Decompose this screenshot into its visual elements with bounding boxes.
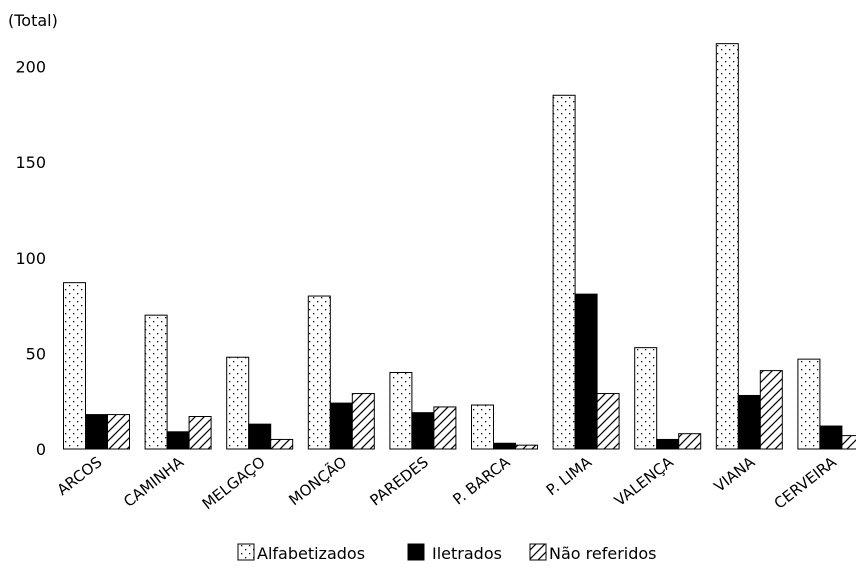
y-tick-label-50: 50 [26, 344, 46, 363]
x-tick-label-moncao: MONÇÃO [285, 452, 350, 509]
bar-paredes-alfabetizados [389, 372, 413, 450]
x-tick-label-arcos: ARCOS [54, 453, 106, 499]
bar-p-barca-iletrados [493, 442, 516, 450]
bar-arcos-alfabetizados [63, 282, 86, 450]
bar-caminha-alfabetizados [144, 314, 168, 450]
bar-arcos-iletrados [85, 414, 108, 450]
legend-swatch-iletrados [407, 543, 425, 561]
bar-p-barca-nao-referidos [515, 444, 538, 450]
bar-arcos-nao-referidos [107, 414, 130, 450]
bar-melgaco-iletrados [248, 423, 272, 450]
y-tick-label-0: 0 [36, 440, 46, 459]
legend: Alfabetizados Iletrados Não referidos [237, 543, 657, 563]
bars [63, 43, 856, 450]
legend-label-iletrados: Iletrados [432, 544, 502, 563]
bar-melgaco-nao-referidos [270, 438, 294, 450]
x-tick-label-caminha: CAMINHA [120, 453, 188, 511]
bar-caminha-iletrados [166, 431, 190, 450]
bar-viana-iletrados [737, 394, 761, 450]
bar-moncao-iletrados [329, 402, 353, 450]
x-tick-label-paredes: PAREDES [367, 453, 432, 510]
x-tick-label-melgaco: MELGAÇO [199, 453, 269, 513]
x-tick-label-p-barca: P. BARCA [449, 453, 514, 509]
bar-caminha-nao-referidos [188, 415, 212, 450]
bar-moncao-alfabetizados [307, 295, 331, 450]
bar-valenca-iletrados [656, 438, 680, 450]
x-tick-label-p-lima: P. LIMA [543, 453, 596, 500]
bar-cerveira-alfabetizados [797, 358, 821, 450]
legend-label-alfabetizados: Alfabetizados [257, 544, 365, 563]
bar-melgaco-alfabetizados [226, 356, 250, 450]
bar-valenca-nao-referidos [678, 433, 702, 450]
bar-moncao-nao-referidos [351, 393, 375, 450]
bar-p-lima-nao-referidos [596, 393, 620, 450]
x-tick-label-valenca: VALENÇA [611, 453, 677, 510]
x-tick-label-cerveira: CERVEIRA [771, 453, 841, 513]
category-labels: ARCOS CAMINHA MELGAÇO MONÇÃO PAREDES P. BARCA… [54, 452, 841, 513]
y-tick-label-200: 200 [15, 58, 46, 77]
legend-swatch-alfabetizados [237, 543, 255, 561]
bar-paredes-nao-referidos [433, 406, 457, 450]
bar-viana-alfabetizados [715, 43, 739, 450]
bar-p-lima-alfabetizados [552, 94, 576, 450]
bar-valenca-alfabetizados [634, 347, 658, 450]
bar-cerveira-nao-referidos [841, 435, 856, 450]
y-tick-label-100: 100 [15, 249, 46, 268]
y-axis-label: (Total) [8, 11, 58, 30]
bar-cerveira-iletrados [819, 425, 843, 450]
y-tick-label-150: 150 [15, 153, 46, 172]
legend-label-nao-referidos: Não referidos [549, 544, 657, 563]
legend-swatch-nao-referidos [529, 543, 547, 561]
bar-paredes-iletrados [411, 412, 435, 450]
y-axis-ticks: 0 50 100 150 200 [15, 58, 46, 459]
bar-p-barca-alfabetizados [471, 404, 494, 450]
x-tick-label-viana: VIANA [711, 453, 759, 496]
bar-p-lima-iletrados [574, 293, 598, 450]
bar-viana-nao-referidos [759, 370, 783, 450]
